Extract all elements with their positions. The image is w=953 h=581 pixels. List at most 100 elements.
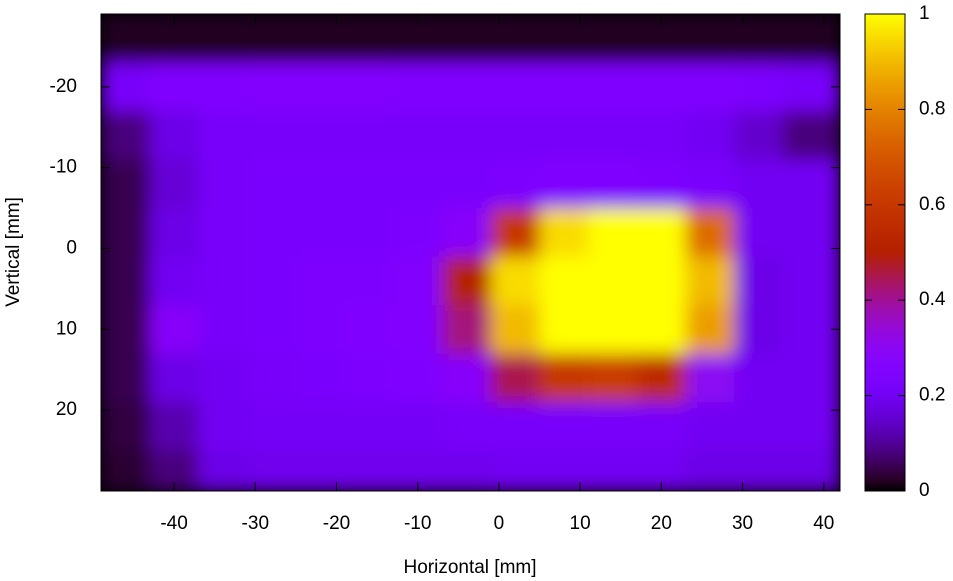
colorbar-tick-label: 0.6 — [919, 194, 945, 215]
x-axis-label: Horizontal [mm] — [403, 557, 536, 578]
heatmap-cell — [734, 14, 784, 64]
colorbar-tick-label: 0.4 — [919, 289, 946, 310]
heatmap-cell — [685, 256, 735, 306]
colorbar-tick-label: 0.8 — [919, 98, 945, 119]
heatmap-cell — [636, 159, 687, 209]
heatmap-cell — [539, 111, 589, 161]
colorbar-tick-label: 0.2 — [919, 385, 945, 406]
heatmap-cell — [588, 14, 638, 64]
y-axis-label: Vertical [mm] — [3, 197, 24, 307]
heatmap-cell — [247, 450, 297, 491]
heatmap-cell — [198, 402, 248, 452]
x-tick-label: -10 — [404, 513, 431, 534]
heatmap-cell — [344, 208, 394, 258]
y-tick-label: 20 — [56, 399, 77, 420]
heatmap-cell — [393, 353, 443, 403]
heatmap-cell — [101, 159, 151, 209]
heatmap-cell — [588, 159, 638, 209]
heatmap-cell — [783, 14, 840, 64]
heatmap-cell — [539, 62, 589, 112]
heatmap-cell — [588, 256, 638, 306]
heatmap-cell — [295, 402, 346, 452]
x-tick-label: 0 — [494, 513, 505, 534]
y-tick-label: -10 — [50, 157, 77, 178]
heatmap-cells — [101, 14, 840, 491]
y-tick-label: -20 — [50, 76, 77, 97]
heatmap-cell — [636, 402, 687, 452]
heatmap-cell — [101, 353, 151, 403]
heatmap-cell — [247, 208, 297, 258]
heatmap-cell — [295, 159, 346, 209]
heatmap-cell — [442, 305, 492, 355]
heatmap-cell — [344, 62, 394, 112]
heatmap-cell — [101, 208, 151, 258]
heatmap-cell — [149, 305, 199, 355]
heatmap-cell — [734, 402, 784, 452]
x-tick-label: 10 — [570, 513, 591, 534]
heatmap-cell — [783, 305, 840, 355]
heatmap-cell — [734, 208, 784, 258]
heatmap-cell — [588, 450, 638, 491]
heatmap-cell — [101, 450, 151, 491]
heatmap-cell — [344, 353, 394, 403]
heatmap-cell — [247, 402, 297, 452]
heatmap-cell — [783, 402, 840, 452]
heatmap-cell — [295, 62, 346, 112]
heatmap-cell — [149, 402, 199, 452]
heatmap-cell — [393, 402, 443, 452]
heatmap-cell — [539, 305, 589, 355]
heatmap-cell — [442, 111, 492, 161]
heatmap-cell — [393, 208, 443, 258]
heatmap-cell — [247, 256, 297, 306]
heatmap-cell — [198, 111, 248, 161]
x-tick-label: -20 — [323, 513, 350, 534]
heatmap-cell — [198, 450, 248, 491]
heatmap-cell — [734, 450, 784, 491]
heatmap-cell — [636, 208, 687, 258]
plot-frame — [100, 13, 841, 492]
heatmap-cell — [198, 305, 248, 355]
heatmap-cell — [734, 159, 784, 209]
heatmap-cell — [636, 256, 687, 306]
heatmap-cell — [344, 14, 394, 64]
heatmap-cell — [393, 159, 443, 209]
y-tick-label: 10 — [56, 318, 77, 339]
heatmap-cell — [344, 256, 394, 306]
heatmap-cell — [636, 305, 687, 355]
heatmap-cell — [539, 159, 589, 209]
heatmap-cell — [490, 256, 541, 306]
heatmap-cell — [442, 353, 492, 403]
heatmap-cell — [490, 208, 541, 258]
heatmap-cell — [295, 111, 346, 161]
heatmap-cell — [685, 111, 735, 161]
heatmap-cell — [685, 450, 735, 491]
heatmap-cell — [442, 450, 492, 491]
heatmap-cell — [734, 305, 784, 355]
heatmap-cell — [734, 256, 784, 306]
colorbar — [864, 13, 906, 492]
heatmap-cell — [344, 402, 394, 452]
heatmap-cell — [636, 62, 687, 112]
heatmap-cell — [539, 353, 589, 403]
heatmap-cell — [588, 402, 638, 452]
heatmap-cell — [149, 159, 199, 209]
heatmap-cell — [685, 208, 735, 258]
heatmap-cell — [685, 305, 735, 355]
heatmap-cell — [685, 353, 735, 403]
heatmap-cell — [442, 208, 492, 258]
heatmap-cell — [149, 208, 199, 258]
heatmap-cell — [247, 62, 297, 112]
heatmap-cell — [247, 14, 297, 64]
heatmap-cell — [198, 353, 248, 403]
heatmap-cell — [490, 14, 541, 64]
heatmap-cell — [685, 14, 735, 64]
heatmap-cell — [588, 208, 638, 258]
heatmap-cell — [783, 353, 840, 403]
heatmap-cell — [442, 402, 492, 452]
heatmap-cell — [490, 111, 541, 161]
heatmap-cell — [539, 450, 589, 491]
heatmap-cell — [149, 111, 199, 161]
heatmap-cell — [101, 402, 151, 452]
heatmap-cell — [490, 62, 541, 112]
